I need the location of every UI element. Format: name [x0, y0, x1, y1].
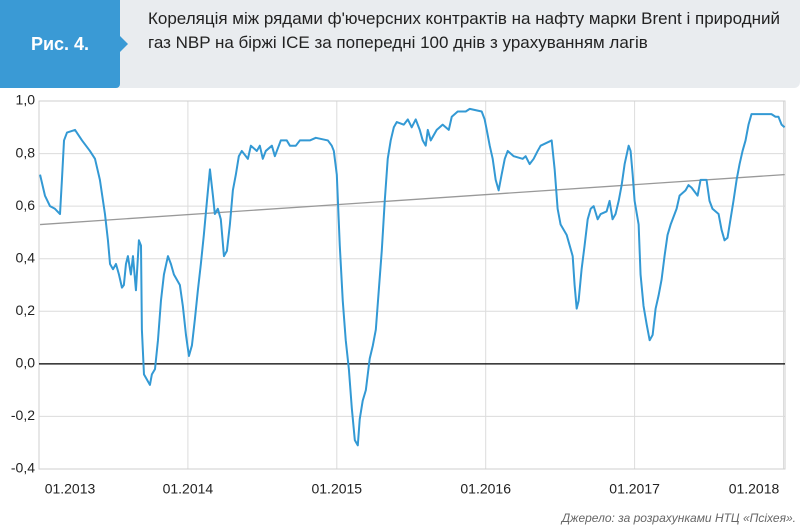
y-tick-label: 0,4: [16, 249, 36, 265]
data-line: [39, 107, 786, 447]
y-tick-label: 0,8: [16, 144, 36, 160]
x-tick-label: 01.2014: [163, 481, 214, 497]
x-tick-label: 01.2018: [729, 481, 780, 497]
header: Рис. 4. Кореляція між рядами ф'ючерсних …: [0, 0, 800, 88]
plot-frame: [38, 100, 786, 470]
y-tick-label: 0,6: [16, 197, 36, 213]
trend-line: [39, 173, 785, 226]
x-tick-label: 01.2017: [609, 481, 660, 497]
figure-arrow: [120, 36, 128, 52]
chart-title: Кореляція між рядами ф'ючерсних контракт…: [148, 9, 780, 52]
y-tick-label: -0,4: [11, 460, 35, 476]
x-tick-label: 01.2013: [45, 481, 96, 497]
figure-label: Рис. 4.: [0, 0, 120, 88]
x-tick-label: 01.2015: [311, 481, 362, 497]
y-tick-label: 0,2: [16, 302, 36, 318]
x-tick-label: 01.2016: [460, 481, 511, 497]
source-note: Джерело: за розрахунками НТЦ «Псіхея».: [560, 511, 796, 525]
y-tick-label: 0,0: [16, 355, 36, 371]
y-tick-label: -0,2: [11, 407, 35, 423]
y-tick-label: 1,0: [16, 92, 36, 108]
